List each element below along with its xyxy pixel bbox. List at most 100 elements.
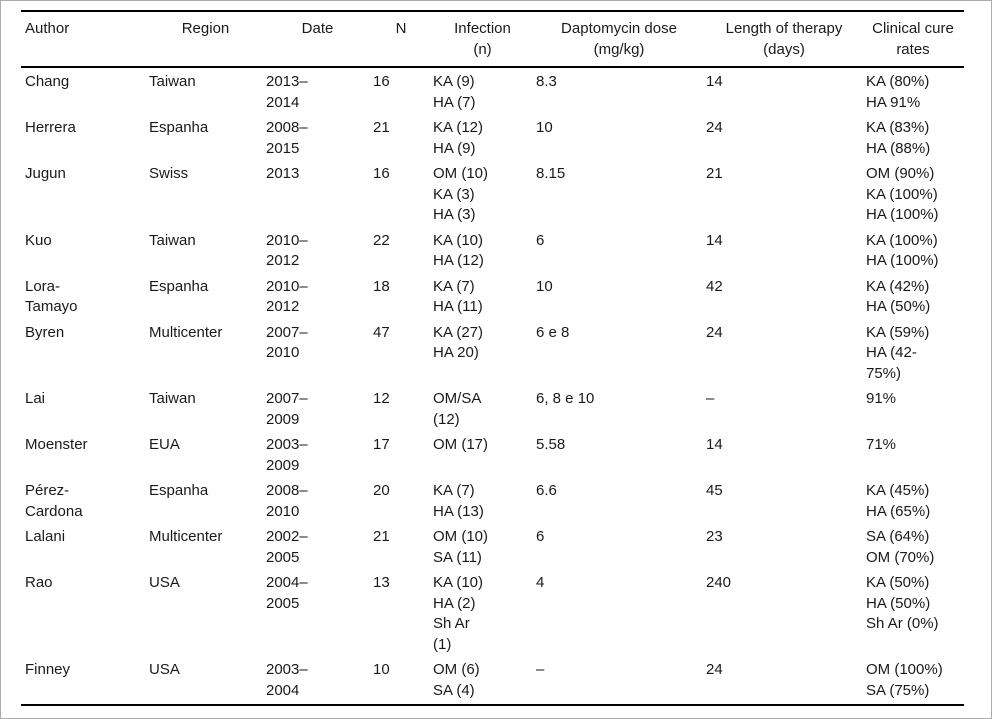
cell-infection: KA (12) HA (9) (433, 119, 484, 157)
cell-region: Taiwan (149, 73, 196, 90)
cell-n: 17 (373, 436, 390, 453)
cell-cure: KA (50%) HA (50%) Sh Ar (0%) (866, 574, 939, 632)
cell-cure: OM (100%) SA (75%) (866, 661, 943, 699)
cell-date: 2003– 2009 (266, 436, 308, 474)
cell-date: 2013– 2014 (266, 73, 308, 111)
table-row: Lora- Tamayo Espanha 2010– 2012 18 KA (7… (21, 275, 964, 321)
table-row: Rao USA 2004– 2005 13 KA (10) HA (2) Sh … (21, 571, 964, 658)
table-row: Kuo Taiwan 2010– 2012 22 KA (10) HA (12)… (21, 229, 964, 275)
cell-n: 21 (373, 528, 390, 545)
column-header-n: N (373, 11, 433, 68)
cell-length: 14 (706, 73, 723, 90)
cell-cure: SA (64%) OM (70%) (866, 528, 935, 566)
cell-dose: 6 (536, 231, 545, 249)
cell-infection: KA (10) HA (12) (433, 231, 484, 270)
cell-date: 2013 (266, 165, 300, 182)
cell-author: Moenster (25, 436, 88, 453)
cell-author: Finney (25, 661, 71, 678)
table-header: Author Region Date N Infection (n) Dapto… (21, 11, 964, 68)
cell-length: 45 (706, 482, 723, 499)
cell-length: 14 (706, 436, 723, 453)
table-body: Chang Taiwan 2013– 2014 16 KA (9) HA (7)… (21, 67, 964, 705)
cell-cure: KA (45%) HA (65%) (866, 482, 931, 520)
cell-length: 24 (706, 323, 723, 341)
cell-author: Rao (25, 574, 53, 591)
table-row: Jugun Swiss 2013 16 OM (10) KA (3) HA (3… (21, 162, 964, 229)
cell-length: 14 (706, 231, 723, 249)
table-row: Finney USA 2003– 2004 10 OM (6) SA (4) –… (21, 658, 964, 705)
cell-length: 24 (706, 661, 723, 678)
cell-length: 23 (706, 528, 723, 545)
table-row: Chang Taiwan 2013– 2014 16 KA (9) HA (7)… (21, 67, 964, 116)
cell-dose: 8.15 (536, 165, 566, 182)
cell-dose: 6.6 (536, 482, 557, 499)
table-row: Lalani Multicenter 2002– 2005 21 OM (10)… (21, 525, 964, 571)
cell-length: 21 (706, 165, 723, 182)
cell-n: 10 (373, 661, 390, 678)
cell-region: EUA (149, 436, 180, 453)
cell-author: Pérez- Cardona (25, 482, 83, 520)
column-header-length: Length of therapy (days) (706, 11, 866, 68)
cell-dose: 6 e 8 (536, 323, 570, 341)
cell-n: 16 (373, 165, 390, 182)
column-header-author: Author (21, 11, 149, 68)
cell-region: USA (149, 661, 180, 678)
cell-cure: OM (90%) KA (100%) HA (100%) (866, 165, 939, 223)
cell-date: 2007– 2010 (266, 323, 308, 362)
cell-date: 2010– 2012 (266, 277, 308, 316)
cell-infection: OM (10) SA (11) (433, 528, 489, 566)
cell-author: Herrera (25, 119, 76, 136)
cell-author: Lalani (25, 528, 66, 545)
table-row: Pérez- Cardona Espanha 2008– 2010 20 KA … (21, 479, 964, 525)
cell-n: 47 (373, 323, 390, 341)
cell-dose: 10 (536, 119, 553, 136)
cell-date: 2008– 2015 (266, 119, 308, 157)
cell-date: 2010– 2012 (266, 231, 308, 270)
table-row: Herrera Espanha 2008– 2015 21 KA (12) HA… (21, 116, 964, 162)
column-header-date: Date (266, 11, 373, 68)
column-header-cure: Clinical cure rates (866, 11, 964, 68)
cell-date: 2004– 2005 (266, 574, 308, 612)
cell-n: 20 (373, 482, 390, 499)
cell-region: Taiwan (149, 390, 196, 407)
cell-dose: 10 (536, 277, 553, 295)
cell-length: 24 (706, 119, 723, 136)
header-row: Author Region Date N Infection (n) Dapto… (21, 11, 964, 68)
cell-region: USA (149, 574, 180, 591)
column-header-region: Region (149, 11, 266, 68)
cell-date: 2003– 2004 (266, 661, 308, 699)
cell-author: Jugun (25, 165, 66, 182)
cell-n: 21 (373, 119, 390, 136)
cell-cure: 91% (866, 390, 897, 407)
table-row: Moenster EUA 2003– 2009 17 OM (17) 5.58 … (21, 433, 964, 479)
cell-region: Taiwan (149, 231, 196, 249)
cell-infection: OM/SA (12) (433, 390, 482, 428)
cell-n: 22 (373, 231, 390, 249)
cell-author: Kuo (25, 231, 52, 249)
column-header-dose: Daptomycin dose (mg/kg) (536, 11, 706, 68)
cell-length: 42 (706, 277, 723, 295)
cell-author: Chang (25, 73, 70, 90)
cell-n: 18 (373, 277, 390, 295)
cell-cure: KA (83%) HA (88%) (866, 119, 931, 157)
cell-n: 12 (373, 390, 390, 407)
cell-cure: KA (59%) HA (42- 75%) (866, 323, 930, 382)
cell-length: – (706, 390, 715, 407)
cell-cure: KA (80%) HA 91% (866, 73, 930, 111)
cell-date: 2007– 2009 (266, 390, 308, 428)
cell-region: Espanha (149, 482, 209, 499)
cell-date: 2002– 2005 (266, 528, 308, 566)
cell-dose: 5.58 (536, 436, 566, 453)
cell-infection: OM (10) KA (3) HA (3) (433, 165, 489, 223)
cell-region: Espanha (149, 119, 209, 136)
cell-cure: KA (100%) HA (100%) (866, 231, 939, 270)
cell-length: 240 (706, 574, 732, 591)
cell-infection: KA (9) HA (7) (433, 73, 476, 111)
cell-infection: KA (7) HA (13) (433, 482, 484, 520)
cell-infection: OM (17) (433, 436, 489, 453)
cell-author: Lai (25, 390, 46, 407)
cell-dose: 6 (536, 528, 545, 545)
cell-infection: KA (10) HA (2) Sh Ar (1) (433, 574, 484, 653)
cell-cure: 71% (866, 436, 897, 453)
cell-infection: KA (27) HA 20) (433, 323, 484, 362)
